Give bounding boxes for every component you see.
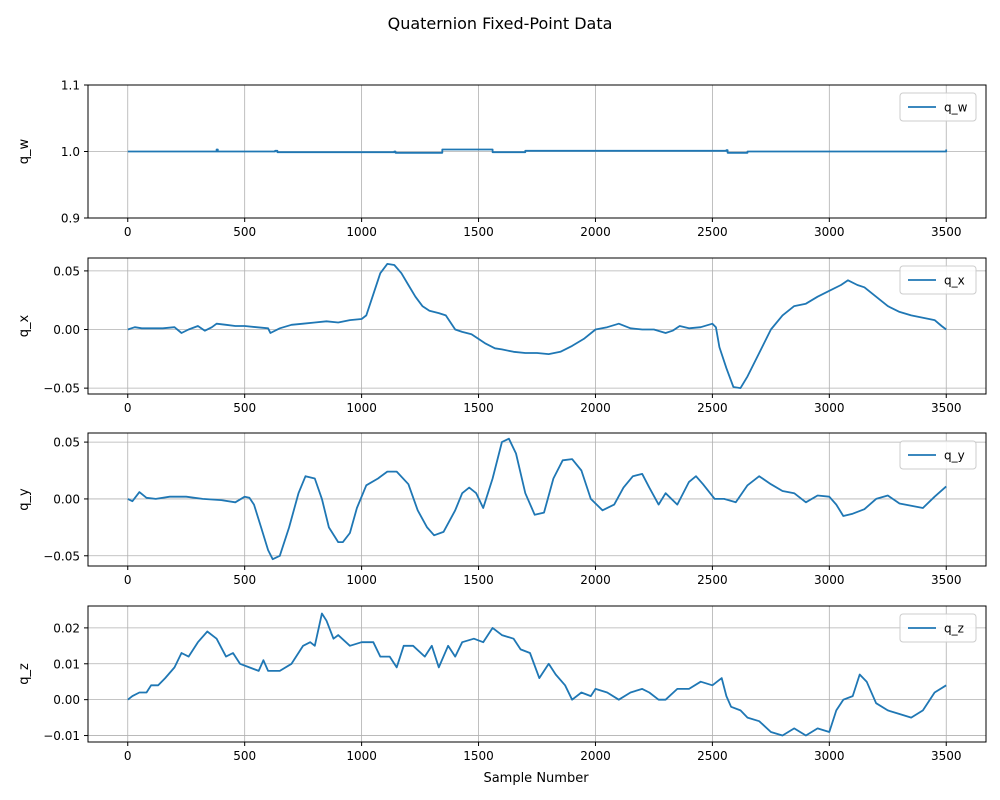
subplot-q-w: 0 500 1000 1500 2000 2500 3000 3500 0.9 1.0 1.1 q_w…	[17, 79, 987, 239]
x-tick-label: 500	[233, 573, 256, 587]
x-tick-label: 1500	[463, 225, 494, 239]
y-tick-label: 0.05	[53, 436, 80, 450]
axes-frame	[87, 432, 987, 567]
x-tick-label: 2500	[697, 401, 728, 415]
x-tick-label: 0	[124, 401, 132, 415]
x-tick-label: 0	[124, 225, 132, 239]
x-tick-label: 1500	[463, 573, 494, 587]
y-tick-label: 0.00	[53, 693, 80, 707]
y-tick-label: −0.05	[43, 382, 80, 396]
series-line-q-z	[127, 612, 947, 737]
y-tick-label: 0.00	[53, 323, 80, 337]
x-tick-label: 2500	[697, 749, 728, 763]
y-tick-label: 0.02	[53, 621, 80, 635]
x-axis-label: Sample Number	[483, 771, 589, 786]
legend: q_z	[899, 613, 977, 643]
x-tick-label: 0	[124, 573, 132, 587]
legend-label: q_z	[944, 622, 964, 636]
x-tick-label: 3500	[931, 401, 962, 415]
x-tick-label: 1000	[346, 401, 377, 415]
legend: q_w	[899, 92, 977, 122]
figure-title: Quaternion Fixed-Point Data	[388, 14, 613, 33]
legend-box	[899, 92, 977, 122]
x-tick-label: 3000	[814, 401, 845, 415]
legend-label: q_y	[944, 449, 965, 463]
series-line-q-x	[127, 263, 947, 389]
legend-label: q_x	[944, 274, 965, 288]
x-tick-label: 2500	[697, 573, 728, 587]
x-tick-label: 500	[233, 225, 256, 239]
y-tick-label: 1.0	[61, 145, 80, 159]
x-tick-label: 3500	[931, 573, 962, 587]
subplot-q-x: 0 500 1000 1500 2000 2500 3000 3500 −0.05 0.00 0.0…	[17, 257, 987, 415]
legend-label: q_w	[944, 101, 968, 115]
x-tick-label: 3500	[931, 225, 962, 239]
x-tick-label: 500	[233, 749, 256, 763]
y-tick-label: 0.01	[53, 657, 80, 671]
y-axis-label: q_w	[17, 138, 32, 164]
series-line-q-y	[127, 437, 947, 561]
x-tick-label: 3500	[931, 749, 962, 763]
x-tick-label: 2000	[580, 749, 611, 763]
x-tick-label: 500	[233, 401, 256, 415]
x-tick-label: 2000	[580, 225, 611, 239]
y-tick-label: 0.00	[53, 492, 80, 506]
x-tick-label: 1000	[346, 225, 377, 239]
legend-box	[899, 265, 977, 295]
x-tick-label: 2500	[697, 225, 728, 239]
y-tick-label: −0.05	[43, 549, 80, 563]
x-tick-label: 3000	[814, 225, 845, 239]
x-tick-label: 1000	[346, 573, 377, 587]
x-tick-label: 2000	[580, 401, 611, 415]
legend-box	[899, 440, 977, 470]
subplot-q-y: 0 500 1000 1500 2000 2500 3000 3500 −0.05 0.00 0.0…	[17, 432, 987, 587]
legend: q_x	[899, 265, 977, 295]
legend: q_y	[899, 440, 977, 470]
y-tick-label: 0.9	[61, 212, 80, 226]
x-tick-label: 1500	[463, 401, 494, 415]
axes-frame	[87, 605, 987, 743]
y-tick-label: 1.1	[61, 79, 80, 93]
y-axis-label: q_x	[17, 314, 32, 337]
x-tick-label: 3000	[814, 573, 845, 587]
series-line-q-w	[127, 148, 948, 154]
y-tick-label: −0.01	[43, 729, 80, 743]
axes-frame	[87, 257, 987, 395]
subplot-q-z: 0 500 1000 1500 2000 2500 3000 3500 −0.01 0.00 0.0…	[17, 605, 987, 763]
x-tick-label: 2000	[580, 573, 611, 587]
x-tick-label: 3000	[814, 749, 845, 763]
legend-box	[899, 613, 977, 643]
x-tick-label: 1000	[346, 749, 377, 763]
x-tick-label: 1500	[463, 749, 494, 763]
y-axis-label: q_y	[17, 488, 32, 511]
y-tick-label: 0.05	[53, 264, 80, 278]
y-axis-label: q_z	[17, 663, 32, 685]
x-tick-label: 0	[124, 749, 132, 763]
